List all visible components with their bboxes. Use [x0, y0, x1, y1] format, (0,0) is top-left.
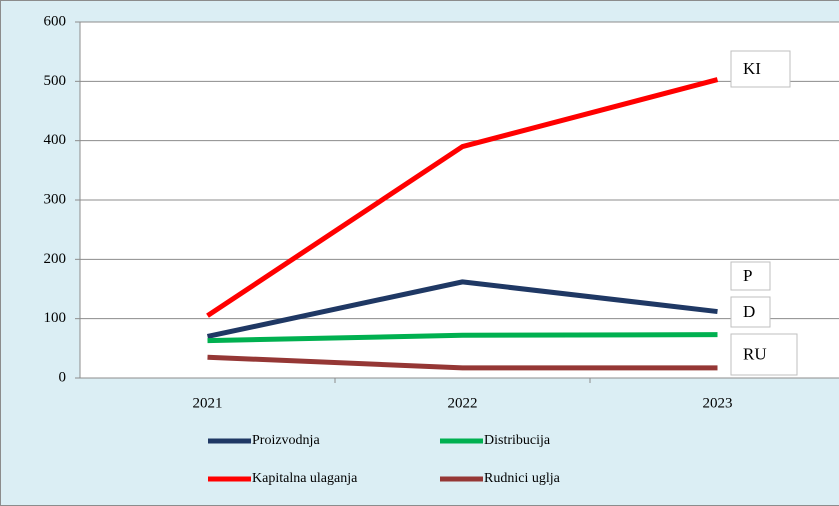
series-line [206, 77, 719, 318]
annotation: D [743, 302, 755, 321]
y-tick-label: 300 [44, 191, 67, 207]
legend-label: Distribucija [484, 433, 551, 448]
annotation: KI [743, 59, 761, 78]
x-tick-label: 2023 [703, 395, 733, 411]
y-tick-label: 500 [44, 73, 67, 89]
y-tick-label: 400 [44, 132, 67, 148]
annotation: P [743, 266, 752, 285]
y-tick-label: 600 [44, 13, 67, 29]
y-tick-label: 100 [44, 310, 67, 326]
annotation-box [730, 50, 791, 88]
y-tick-label: 0 [59, 369, 67, 385]
series-line [207, 354, 718, 371]
annotation-box [730, 261, 771, 291]
annotation-box [730, 296, 771, 328]
legend-label: Proizvodnja [252, 433, 320, 448]
annotation-box [730, 333, 798, 376]
x-tick-label: 2022 [448, 395, 478, 411]
x-tick-label: 2021 [193, 395, 223, 411]
y-tick-label: 200 [44, 251, 67, 267]
annotation: RU [743, 344, 767, 363]
series-line [207, 332, 718, 344]
legend-label: Kapitalna ulaganja [252, 471, 358, 486]
series-line [206, 279, 718, 339]
legend-label: Rudnici uglja [484, 471, 561, 486]
